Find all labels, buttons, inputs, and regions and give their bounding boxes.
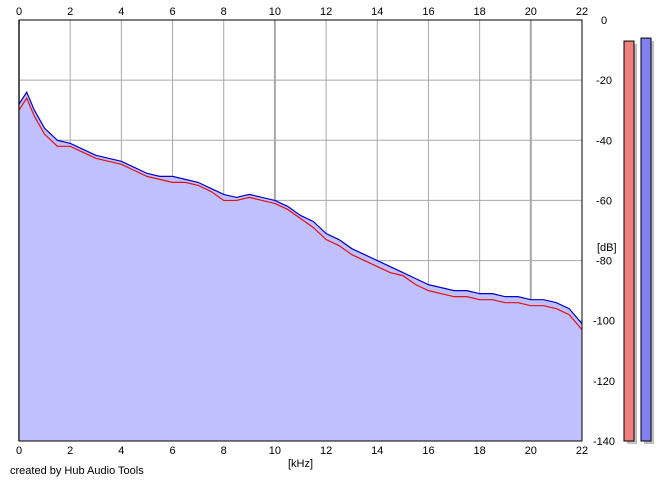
level-meter-left: [623, 40, 635, 442]
y-tick-label: 0: [601, 15, 607, 27]
plot-frame: [18, 19, 583, 442]
x-tick-label: 18: [474, 445, 486, 457]
x-tick-label: 0: [16, 445, 22, 457]
x-tick-label: 4: [118, 445, 124, 457]
x-tick-label: 2: [67, 6, 73, 18]
x-tick-label: 0: [16, 6, 22, 18]
x-tick-label: 22: [576, 445, 588, 457]
x-tick-label: 18: [474, 6, 486, 18]
series-line-red: [18, 96, 583, 331]
x-tick-label: 14: [371, 6, 383, 18]
series-group: [18, 90, 583, 442]
x-tick-label: 8: [221, 445, 227, 457]
series-line-blue: [18, 90, 583, 325]
x-tick-label: 10: [269, 6, 281, 18]
y-tick-label: -40: [596, 135, 612, 147]
y-tick-label: -60: [596, 195, 612, 207]
x-tick-label: 12: [320, 445, 332, 457]
x-tick-label: 14: [371, 445, 383, 457]
x-tick-label: 16: [422, 445, 434, 457]
x-tick-label: 6: [169, 445, 175, 457]
x-axis-label: [kHz]: [288, 458, 313, 470]
y-tick-label: -140: [593, 436, 615, 448]
x-tick-label: 16: [422, 6, 434, 18]
x-tick-label: 4: [118, 6, 124, 18]
level-meter-right: [640, 37, 652, 442]
y-tick-label: -120: [593, 376, 615, 388]
x-tick-label: 20: [525, 6, 537, 18]
x-tick-label: 22: [576, 6, 588, 18]
y-tick-label: -80: [596, 256, 612, 268]
y-tick-label: -100: [593, 316, 615, 328]
y-tick-labels: 0 -20 -40 -60 -80 -100 -120 -140: [593, 15, 615, 448]
y-tick-label: -20: [596, 75, 612, 87]
x-tick-labels-top: 0 2 4 6 8 10 12 14 16 18 20 22: [16, 6, 588, 18]
x-tick-labels-bottom: 0 2 4 6 8 10 12 14 16 18 20 22: [16, 445, 588, 457]
credit-text: created by Hub Audio Tools: [10, 465, 144, 477]
x-tick-label: 20: [525, 445, 537, 457]
x-tick-label: 8: [221, 6, 227, 18]
y-axis-label: [dB]: [597, 242, 617, 254]
level-meters: [623, 37, 654, 445]
x-tick-label: 6: [169, 6, 175, 18]
x-tick-label: 2: [67, 445, 73, 457]
x-tick-label: 12: [320, 6, 332, 18]
x-tick-label: 10: [269, 445, 281, 457]
